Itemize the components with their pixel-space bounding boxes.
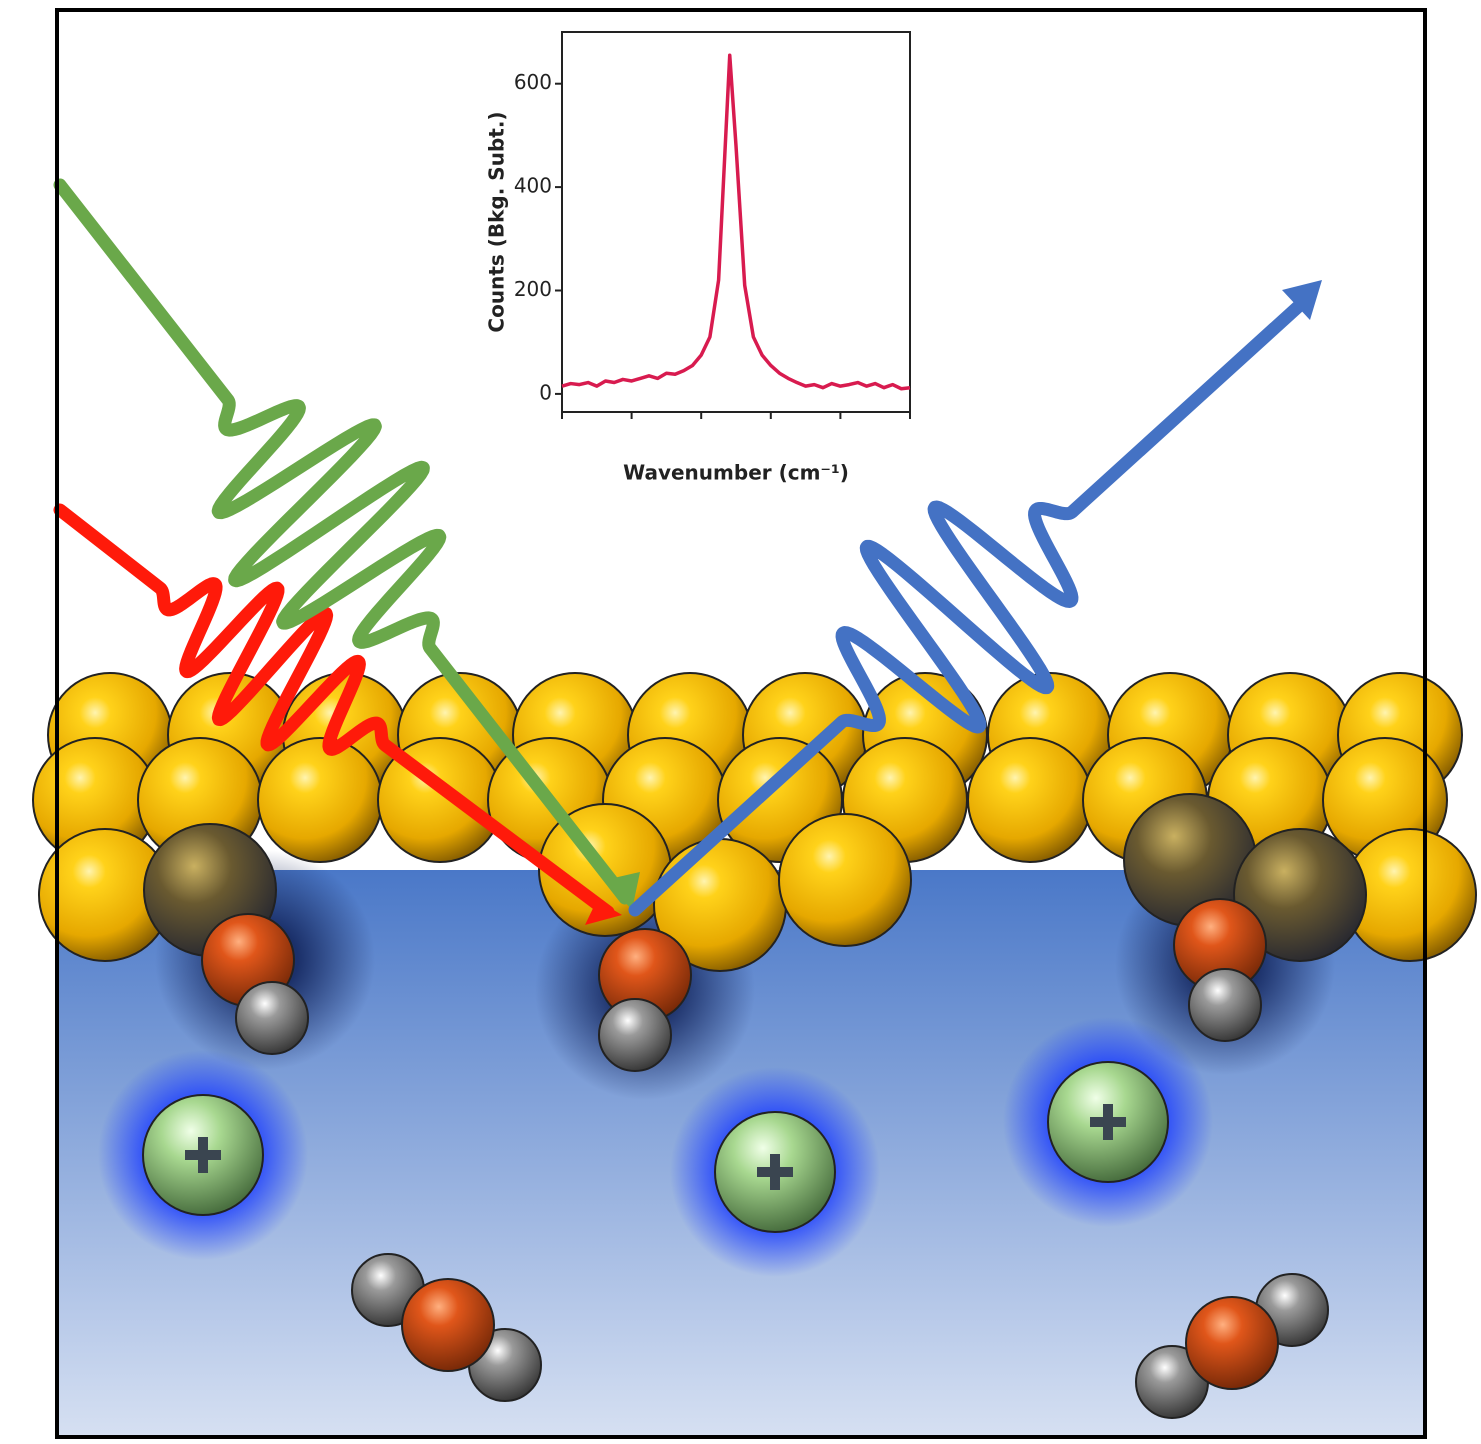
y-axis-label: Counts (Bkg. Subt.) xyxy=(485,111,509,332)
red-beam xyxy=(53,503,615,919)
inset-chart: Counts (Bkg. Subt.) Wavenumber (cm⁻¹) 0 2… xyxy=(485,31,911,485)
oxygen-atom xyxy=(1185,1296,1279,1390)
plus-sign xyxy=(1090,1104,1126,1140)
hydrogen-atom xyxy=(235,981,309,1055)
y-tick-label: 200 xyxy=(514,277,552,301)
blue-beam xyxy=(628,298,1307,917)
y-tick-label: 400 xyxy=(514,174,552,198)
plus-sign xyxy=(757,1154,793,1190)
scene xyxy=(32,178,1477,1419)
gold-atom xyxy=(967,737,1093,863)
plus-sign xyxy=(185,1137,221,1173)
oxygen-atom xyxy=(401,1278,495,1372)
y-tick-label: 600 xyxy=(514,70,552,94)
green-arrowhead xyxy=(605,872,640,910)
gold-atom xyxy=(1233,828,1367,962)
blue-arrowhead xyxy=(1282,280,1322,320)
gold-atom xyxy=(778,813,912,947)
red-arrowhead xyxy=(585,900,622,925)
y-tick-label: 0 xyxy=(539,380,552,404)
x-axis-label: Wavenumber (cm⁻¹) xyxy=(623,461,849,485)
frame xyxy=(55,8,1427,1439)
hydrogen-atom xyxy=(598,998,672,1072)
spectrum-line xyxy=(561,53,911,391)
green-beam xyxy=(53,178,632,905)
gold-atom xyxy=(257,737,383,863)
hydrogen-atom xyxy=(1188,968,1262,1042)
plot-area xyxy=(561,31,911,413)
